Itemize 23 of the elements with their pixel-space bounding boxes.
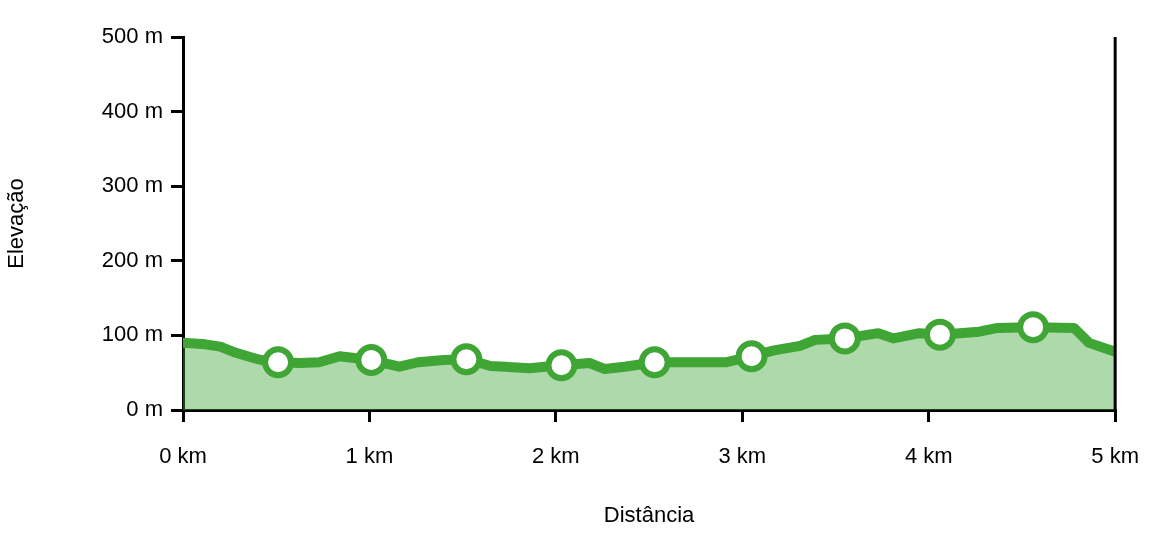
x-tick-label: 2 km xyxy=(532,443,580,469)
y-tick-label: 300 m xyxy=(101,172,163,198)
point xyxy=(262,346,295,379)
x-tick-label: 3 km xyxy=(718,443,767,469)
y-tick-label: 200 m xyxy=(101,246,163,272)
point xyxy=(828,322,861,355)
y-tick-label: 500 m xyxy=(101,23,163,49)
x-tick-label: 1 km xyxy=(345,443,394,469)
point xyxy=(450,343,483,376)
x-tick-label: 0 km xyxy=(159,443,207,469)
point xyxy=(735,340,768,373)
x-tick-label: 4 km xyxy=(904,443,953,469)
point xyxy=(638,346,671,379)
y-axis-title: Elevação xyxy=(3,178,29,269)
y-tick-label: 100 m xyxy=(101,321,163,347)
point xyxy=(545,349,578,382)
point xyxy=(355,344,388,377)
point xyxy=(1017,311,1050,344)
y-tick-label: 0 m xyxy=(126,396,163,422)
point xyxy=(923,318,956,351)
y-tick-label: 400 m xyxy=(101,97,163,123)
x-axis-title: Distância xyxy=(603,501,696,527)
x-tick-label: 5 km xyxy=(1091,443,1140,469)
